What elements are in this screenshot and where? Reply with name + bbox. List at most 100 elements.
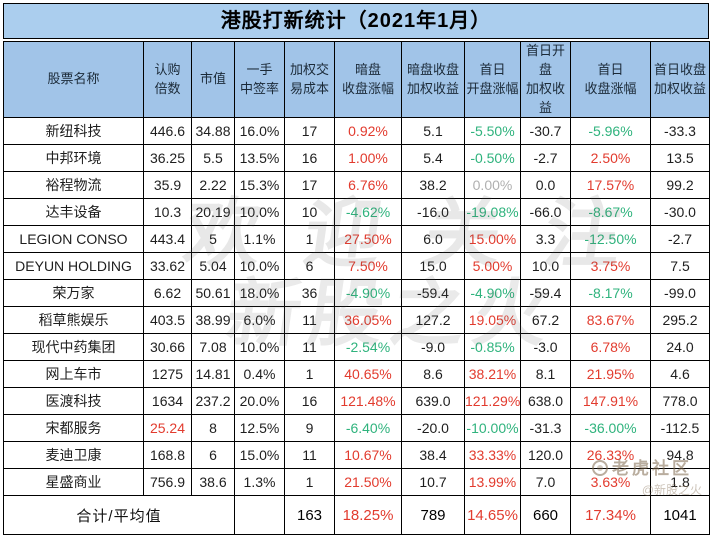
value-cell: 11: [284, 306, 335, 335]
stock-name-cell: 达丰设备: [3, 198, 144, 227]
value-cell: -20.0: [401, 414, 465, 443]
value-cell: 99.2: [650, 171, 710, 200]
value-cell: 121.29%: [464, 387, 521, 416]
value-cell: 16.0%: [234, 117, 285, 146]
column-header: 认购 倍数: [143, 40, 192, 119]
value-cell: 1.3%: [234, 468, 285, 497]
value-cell: 21.95%: [570, 360, 651, 389]
value-cell: -3.0: [520, 333, 571, 362]
column-header: 股票名称: [3, 40, 144, 119]
value-cell: 2.22: [191, 171, 235, 200]
value-cell: 1.00%: [334, 144, 402, 173]
value-cell: 7.0: [520, 468, 571, 497]
value-cell: 403.5: [143, 306, 192, 335]
value-cell: 17.57%: [570, 171, 651, 200]
value-cell: -5.50%: [464, 117, 521, 146]
value-cell: 5.4: [401, 144, 465, 173]
value-cell: 1275: [143, 360, 192, 389]
value-cell: 33.33%: [464, 441, 521, 470]
value-cell: 26.33%: [570, 441, 651, 470]
column-header: 首日收盘 加权收益: [650, 40, 710, 119]
value-cell: 6: [284, 252, 335, 281]
column-header: 暗盘收盘 加权收益: [401, 40, 465, 119]
value-cell: -33.3: [650, 117, 710, 146]
table-row: 网上车市 1275 14.81 0.4% 1 40.65% 8.6 38.21% 8.1 21.9…: [3, 360, 710, 389]
value-cell: 15.3%: [234, 171, 285, 200]
value-cell: 0.92%: [334, 117, 402, 146]
value-cell: 30.66: [143, 333, 192, 362]
value-cell: 10.3: [143, 198, 192, 227]
value-cell: 16: [284, 387, 335, 416]
value-cell: 3.63%: [570, 468, 651, 497]
column-header: 加权交 易成本: [284, 40, 335, 119]
value-cell: 295.2: [650, 306, 710, 335]
value-cell: 38.99: [191, 306, 235, 335]
value-cell: 10.0: [520, 252, 571, 281]
value-cell: 6.62: [143, 279, 192, 308]
value-cell: 7.5: [650, 252, 710, 281]
column-header: 暗盘 收盘涨幅: [334, 40, 402, 119]
value-cell: -2.7: [520, 144, 571, 173]
value-cell: 8.1: [520, 360, 571, 389]
value-cell: -4.90%: [464, 279, 521, 308]
value-cell: 50.61: [191, 279, 235, 308]
value-cell: 756.9: [143, 468, 192, 497]
table-row: 裕程物流 35.9 2.22 15.3% 17 6.76% 38.2 0.00% 0.0 17.5…: [3, 171, 710, 200]
value-cell: 33.62: [143, 252, 192, 281]
value-cell: 13.5: [650, 144, 710, 173]
value-cell: -99.0: [650, 279, 710, 308]
table-row: 医渡科技 1634 237.2 20.0% 16 121.48% 639.0 121.29% 6…: [3, 387, 710, 416]
value-cell: 121.48%: [334, 387, 402, 416]
value-cell: -12.50%: [570, 225, 651, 254]
stock-name-cell: 现代中药集团: [3, 333, 144, 362]
value-cell: 94.8: [650, 441, 710, 470]
value-cell: -6.40%: [334, 414, 402, 443]
value-cell: -4.90%: [334, 279, 402, 308]
value-cell: 6.76%: [334, 171, 402, 200]
stock-name-cell: DEYUN HOLDING: [3, 252, 144, 281]
table-row: 星盛商业 756.9 38.6 1.3% 1 21.50% 10.7 13.99% 7.0 3.6…: [3, 468, 710, 497]
value-cell: -4.62%: [334, 198, 402, 227]
value-cell: 1: [284, 360, 335, 389]
table-row: 麦迪卫康 168.8 6 15.0% 11 10.67% 38.4 33.33% 120.0 26…: [3, 441, 710, 470]
value-cell: 38.21%: [464, 360, 521, 389]
value-cell: 0.00%: [464, 171, 521, 200]
value-cell: 10.0%: [234, 198, 285, 227]
value-cell: 21.50%: [334, 468, 402, 497]
totals-value-cell: 18.25%: [334, 495, 402, 535]
column-header: 首日 开盘涨幅: [464, 40, 521, 119]
value-cell: 6.0%: [234, 306, 285, 335]
value-cell: 15.0%: [234, 441, 285, 470]
ipo-stats-table: 股票名称 认购 倍数 市值 一手 中签率 加权交 易成本 暗盘 收盘涨幅 暗盘收盘 加权收益…: [3, 40, 710, 535]
value-cell: -59.4: [520, 279, 571, 308]
value-cell: 127.2: [401, 306, 465, 335]
value-cell: 1: [284, 468, 335, 497]
table-row: 荣万家 6.62 50.61 18.0% 36 -4.90% -59.4 -4.90% -59.…: [3, 279, 710, 308]
value-cell: 10: [284, 198, 335, 227]
table-row: 中邦环境 36.25 5.5 13.5% 16 1.00% 5.4 -0.50% -2.7 2.5…: [3, 144, 710, 173]
value-cell: -9.0: [401, 333, 465, 362]
value-cell: 17: [284, 171, 335, 200]
value-cell: 17: [284, 117, 335, 146]
value-cell: -8.67%: [570, 198, 651, 227]
column-header: 市值: [191, 40, 235, 119]
value-cell: 38.2: [401, 171, 465, 200]
table-row: 现代中药集团 30.66 7.08 10.0% 11 -2.54% -9.0 -0.85% -3…: [3, 333, 710, 362]
totals-value-cell: 660: [520, 495, 571, 535]
value-cell: 10.7: [401, 468, 465, 497]
value-cell: 38.6: [191, 468, 235, 497]
table-row: 达丰设备 10.3 20.19 10.0% 10 -4.62% -16.0 -19.08% -6…: [3, 198, 710, 227]
value-cell: 6.0: [401, 225, 465, 254]
value-cell: 5.5: [191, 144, 235, 173]
value-cell: 0.4%: [234, 360, 285, 389]
value-cell: 1: [284, 225, 335, 254]
value-cell: 10.0%: [234, 252, 285, 281]
column-header: 首日 收盘涨幅: [570, 40, 651, 119]
value-cell: 27.50%: [334, 225, 402, 254]
value-cell: 446.6: [143, 117, 192, 146]
value-cell: -66.0: [520, 198, 571, 227]
value-cell: 11: [284, 333, 335, 362]
table-row: 稻草熊娱乐 403.5 38.99 6.0% 11 36.05% 127.2 19.05% 67…: [3, 306, 710, 335]
value-cell: 0.0: [520, 171, 571, 200]
value-cell: 6: [191, 441, 235, 470]
